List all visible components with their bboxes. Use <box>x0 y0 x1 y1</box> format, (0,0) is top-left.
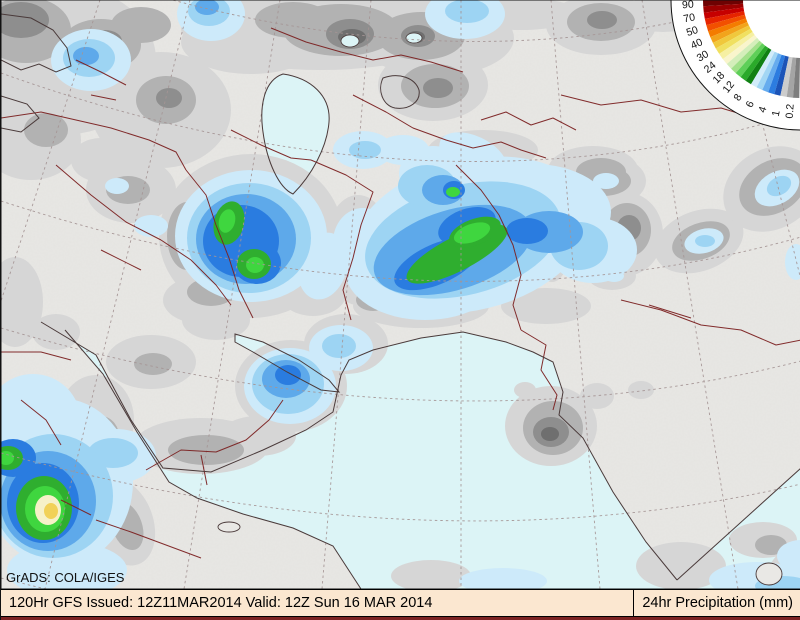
legend-tick-label: 1 <box>770 109 783 117</box>
legend-tick-label: 4 <box>756 105 769 114</box>
legend-tick-label: 50 <box>685 24 700 39</box>
legend-band <box>740 45 769 81</box>
island-srilanka <box>755 562 783 586</box>
legend-band <box>722 35 758 64</box>
legend-band <box>793 57 800 98</box>
bottom-maroon-strip <box>1 617 800 620</box>
legend-band <box>710 22 749 43</box>
legend-band <box>708 18 748 38</box>
legend-band <box>751 49 775 88</box>
legend-band <box>786 57 797 98</box>
legend-color-bands <box>703 0 800 98</box>
legend-tick-label: 70 <box>682 11 696 25</box>
coastlines <box>1 13 800 590</box>
legend-band <box>712 25 751 49</box>
legend-band <box>719 31 755 60</box>
legend-band <box>703 7 745 19</box>
legend-band <box>780 56 793 97</box>
legend-band <box>731 40 763 74</box>
legend-band <box>726 37 760 69</box>
legend-band <box>715 28 753 54</box>
legend-band <box>704 11 745 26</box>
legend-band <box>703 3 744 13</box>
legend-band <box>768 54 786 95</box>
legend-tick-label: 6 <box>744 99 757 109</box>
legend-tick-label: 90 <box>682 0 695 11</box>
lakes <box>340 32 423 48</box>
footer-issued-valid-text: 120Hr GFS Issued: 12Z11MAR2014 Valid: 12… <box>9 595 433 611</box>
legend-band <box>774 55 789 96</box>
legend-band <box>756 51 779 90</box>
footer-bar: 120Hr GFS Issued: 12Z11MAR2014 Valid: 12… <box>1 589 800 617</box>
legend-band <box>745 47 772 85</box>
footer-variable-label: 24hr Precipitation (mm) <box>633 590 800 616</box>
legend-band <box>706 14 746 32</box>
legend-tick-label: 40 <box>689 36 705 52</box>
grads-credit: GrADS: COLA/IGES <box>6 570 125 585</box>
legend-tick-label: 8 <box>731 92 744 103</box>
legend-band <box>762 53 782 93</box>
island-socotra <box>217 521 241 533</box>
legend-tick-label: 0.2 <box>784 103 797 119</box>
country-borders <box>1 27 800 559</box>
legend-band <box>703 0 744 7</box>
legend-band <box>735 43 766 78</box>
legend-tick-label: 30 <box>695 48 711 64</box>
